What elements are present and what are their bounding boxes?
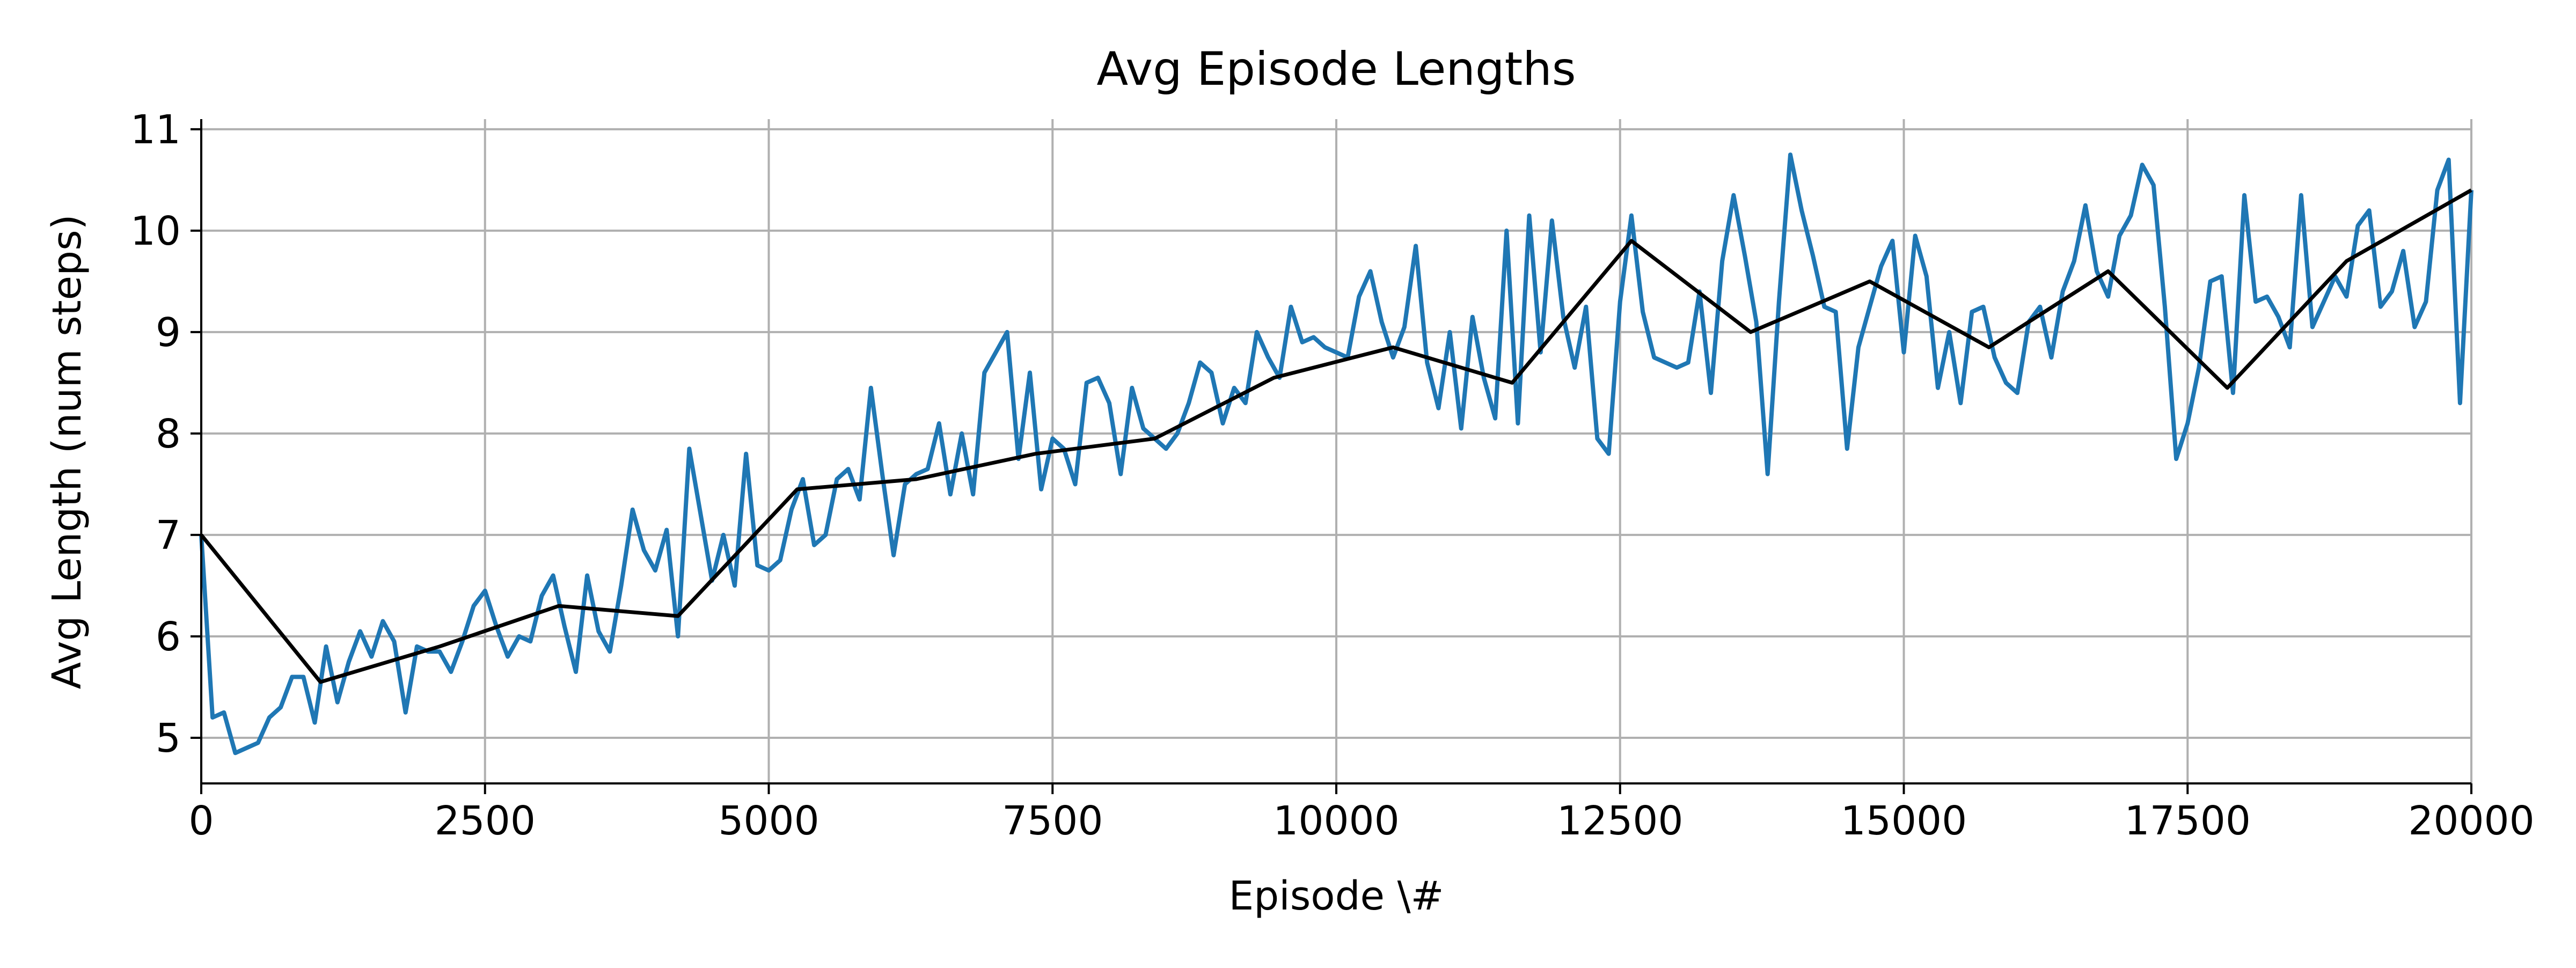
y-tick-label: 10 — [130, 208, 181, 254]
y-tick-label: 7 — [156, 512, 181, 559]
x-tick-label: 0 — [188, 798, 214, 844]
ticks: 0 2500 5000 7500 10000 12500 15000 17500 20000 5 6… — [130, 107, 2535, 844]
y-tick-label: 5 — [156, 715, 181, 761]
chart-title: Avg Episode Lengths — [1096, 42, 1576, 96]
x-tick-label: 5000 — [718, 798, 819, 844]
x-tick-label: 10000 — [1273, 798, 1399, 844]
series-group — [199, 152, 2473, 756]
y-tick-label: 6 — [156, 614, 181, 660]
x-tick-label: 15000 — [1841, 798, 1967, 844]
y-axis-label: Avg Length (num steps) — [44, 214, 90, 689]
y-tick-label: 9 — [156, 310, 181, 356]
y-tick-label: 11 — [130, 107, 181, 153]
x-tick-label: 12500 — [1557, 798, 1683, 844]
x-tick-label: 17500 — [2125, 798, 2251, 844]
series-line-1 — [199, 152, 2473, 756]
x-axis-label: Episode \# — [1228, 873, 1444, 919]
x-tick-label: 7500 — [1002, 798, 1103, 844]
y-tick-label: 8 — [156, 411, 181, 457]
series-line-2 — [200, 188, 2472, 684]
x-tick-label: 20000 — [2408, 798, 2534, 844]
x-tick-label: 2500 — [435, 798, 536, 844]
